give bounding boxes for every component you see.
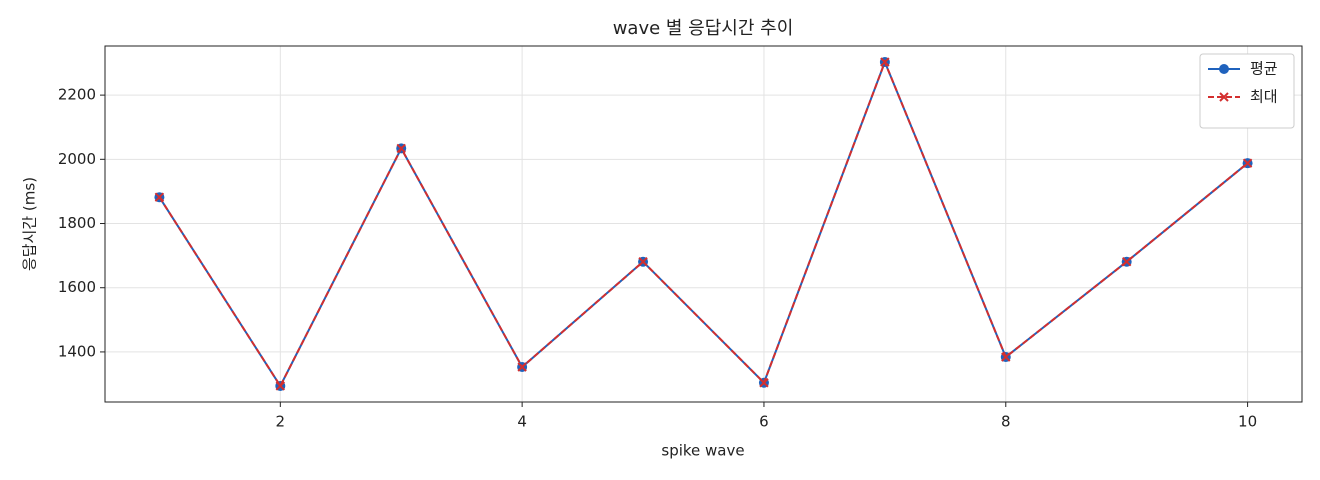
marker xyxy=(759,378,769,388)
marker xyxy=(1242,158,1253,168)
legend-label: 평균 xyxy=(1250,60,1278,78)
marker xyxy=(517,362,527,372)
marker xyxy=(1121,257,1132,267)
x-tick-label: 8 xyxy=(1001,413,1011,431)
x-axis-label: spike wave xyxy=(661,442,744,460)
y-tick-label: 1600 xyxy=(58,278,96,296)
chart-title: wave 별 응답시간 추이 xyxy=(613,18,794,39)
marker xyxy=(880,57,890,67)
series-line xyxy=(158,59,1249,388)
marker xyxy=(638,257,648,267)
y-tick-label: 1800 xyxy=(58,214,96,232)
marker xyxy=(1001,352,1011,362)
x-tick-label: 4 xyxy=(517,413,527,431)
marker xyxy=(154,192,165,202)
marker xyxy=(1219,92,1229,102)
x-tick-label: 6 xyxy=(759,413,769,431)
y-tick-label: 2200 xyxy=(58,86,96,104)
marker xyxy=(275,381,286,391)
legend-box xyxy=(1199,53,1295,129)
y-tick-label: 1400 xyxy=(58,342,96,360)
marker xyxy=(396,143,406,154)
marker xyxy=(1219,64,1229,74)
y-tick-label: 2000 xyxy=(58,150,96,168)
x-tick-label: 2 xyxy=(276,413,286,431)
x-tick-label: 10 xyxy=(1238,413,1257,431)
plot-frame xyxy=(104,45,1303,403)
y-axis-label: 응답시간 (ms) xyxy=(21,177,39,271)
legend-label: 최대 xyxy=(1250,88,1278,106)
